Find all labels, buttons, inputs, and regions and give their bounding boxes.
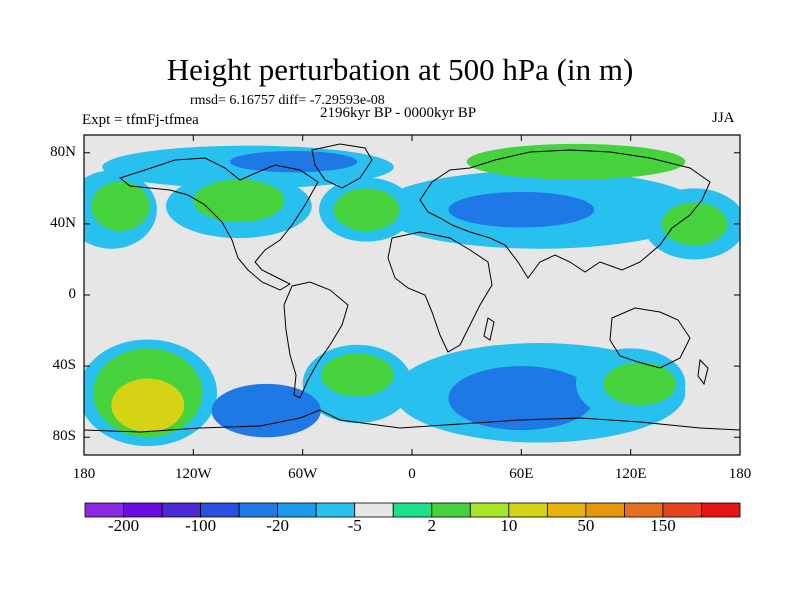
colorbar-label: -5 — [347, 516, 362, 535]
lat-label: 80N — [50, 143, 76, 160]
lon-label: 60W — [288, 466, 318, 482]
colorbar-box — [277, 502, 317, 518]
colorbar-label: 50 — [577, 516, 595, 535]
colorbar-label: 2 — [427, 516, 437, 535]
contour-region-south-america-low — [211, 383, 321, 438]
colorbar-label: -20 — [266, 516, 289, 535]
colorbar-box — [508, 502, 548, 518]
colorbar-box — [84, 502, 124, 518]
contour-region-north-america-core — [193, 179, 285, 223]
lat-label: 80S — [52, 428, 76, 445]
axis-ticks — [83, 135, 741, 455]
colorbar-box — [546, 502, 587, 518]
coastline-layer — [84, 143, 740, 433]
coastline-new-zealand — [697, 358, 709, 386]
coastline-north-america — [118, 157, 319, 291]
contour-region-australia-south-high — [603, 362, 677, 406]
colorbar-box — [315, 502, 356, 518]
coastline-antarctica — [84, 409, 740, 433]
colorbar-box — [123, 502, 163, 518]
coastline-australia — [609, 307, 691, 369]
colorbar — [84, 502, 741, 518]
coastline-africa — [387, 231, 493, 353]
stats-text: rmsd= 6.16757 diff= -7.29593e-08 — [190, 93, 385, 108]
contour-region-eurasia-trough-core — [448, 191, 595, 228]
lon-label: 60E — [509, 466, 534, 482]
lon-label: 180 — [72, 466, 96, 482]
contour-region-atlantic-high — [333, 188, 400, 232]
period-label: 2196kyr BP - 0000kyr BP — [320, 105, 477, 121]
colorbar-box — [469, 502, 510, 518]
coastline-south-america — [283, 281, 349, 399]
lon-label: 120E — [614, 466, 647, 482]
colorbar-box — [200, 502, 240, 518]
contour-fill-layer — [84, 143, 740, 447]
season-label: JJA — [712, 110, 735, 126]
lat-label: 0 — [68, 286, 77, 302]
colorbar-label: -100 — [184, 516, 217, 535]
colorbar-box — [431, 502, 471, 518]
colorbar-box — [624, 502, 664, 518]
coastline-greenland — [311, 143, 373, 189]
contour-region-siberia-high — [466, 143, 686, 180]
colorbar-label: 150 — [650, 516, 676, 535]
plot-title: Height perturbation at 500 hPa (in m) — [166, 52, 634, 87]
contour-region-south-atlantic-high — [320, 353, 394, 397]
lat-label: 40S — [52, 357, 76, 374]
contour-region-east-asia-high — [661, 202, 728, 246]
colorbar-box — [161, 502, 201, 518]
contour-region-south-pacific-high — [111, 378, 185, 432]
experiment-label: Expt = tfmFj-tfmea — [82, 112, 199, 128]
colorbar-box — [701, 502, 741, 518]
colorbar-label: 10 — [500, 516, 518, 535]
lon-label: 0 — [408, 466, 416, 482]
coastline-eurasia — [419, 149, 711, 279]
colorbar-label: -200 — [107, 516, 140, 535]
colorbar-box — [238, 502, 279, 518]
lat-label: 40N — [50, 214, 76, 231]
lon-label: 180 — [728, 466, 752, 482]
lon-label: 120W — [174, 466, 212, 482]
contour-region-pacific-north-high — [91, 181, 150, 231]
colorbar-box — [585, 502, 625, 518]
contour-region-southern-ocean-core — [448, 366, 595, 431]
coastline-madagascar — [483, 317, 495, 341]
colorbar-box — [354, 502, 394, 518]
colorbar-box — [392, 502, 433, 518]
colorbar-box — [662, 502, 702, 518]
contour-region-arctic-core-west — [229, 151, 358, 173]
